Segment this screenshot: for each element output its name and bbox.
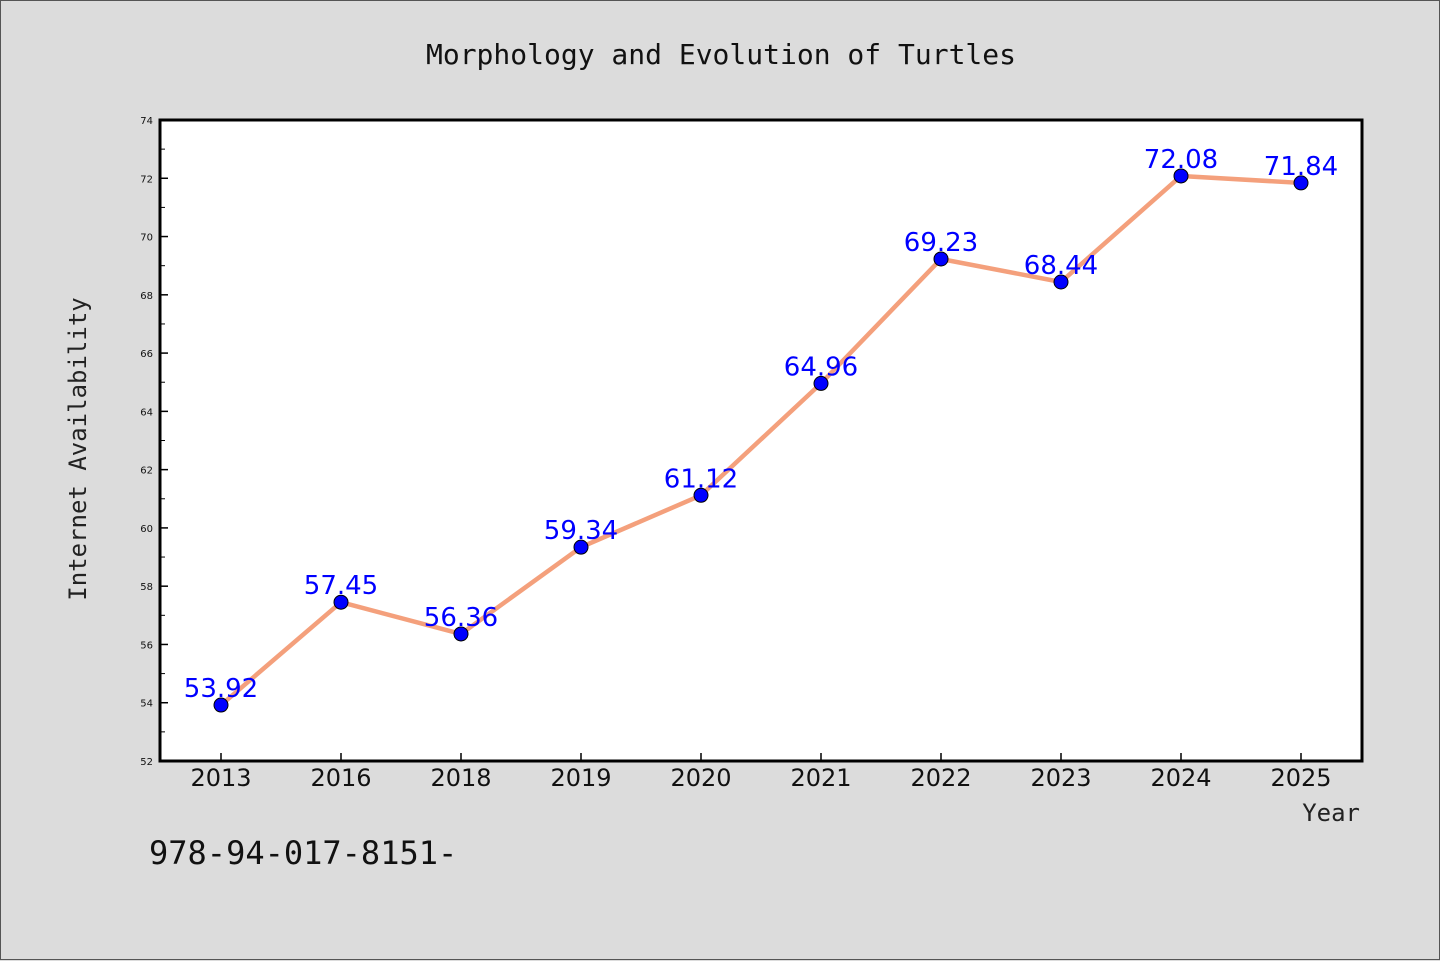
y-tick-label: 74 (140, 116, 153, 127)
y-tick-label: 62 (140, 466, 153, 477)
data-label: 57.45 (304, 571, 378, 601)
data-point (813, 375, 829, 391)
y-tick-label: 68 (140, 291, 153, 302)
data-point (213, 697, 229, 713)
data-label: 61.12 (664, 464, 738, 494)
x-tick-label: 2018 (430, 764, 491, 792)
chart-title: Morphology and Evolution of Turtles (426, 38, 1016, 71)
y-tick-label: 64 (140, 407, 153, 418)
x-tick-label: 2022 (910, 764, 971, 792)
data-point (1293, 175, 1309, 191)
y-axis: 52 54 56 58 60 62 64 66 68 70 72 74 (140, 116, 168, 768)
data-point (1173, 168, 1189, 184)
x-tick-label: 2016 (310, 764, 371, 792)
data-point (693, 487, 709, 503)
y-axis-label: Internet Availability (64, 297, 92, 600)
data-label: 72.08 (1144, 145, 1218, 175)
x-tick-label: 2020 (670, 764, 731, 792)
y-tick-label: 54 (140, 699, 153, 710)
data-point (333, 594, 349, 610)
x-axis-label: Year (1302, 799, 1360, 827)
data-label: 53.92 (184, 674, 258, 704)
series-line (218, 173, 1304, 708)
data-label: 64.96 (784, 352, 858, 382)
y-tick-label: 58 (140, 582, 153, 593)
x-tick-label: 2023 (1030, 764, 1091, 792)
x-tick-label: 2019 (550, 764, 611, 792)
y-tick-label: 72 (140, 174, 153, 185)
data-point (1053, 274, 1069, 290)
data-point (453, 626, 469, 642)
data-point (573, 539, 589, 555)
data-label: 56.36 (424, 603, 498, 633)
y-tick-label: 70 (140, 233, 153, 244)
data-label: 59.34 (544, 516, 618, 546)
y-tick-label: 52 (140, 757, 153, 768)
footnote-text: 978-94-017-8151- (149, 834, 457, 872)
x-axis: 2013 2016 2018 2019 2020 2021 2022 2023 2024 2025 (190, 753, 1332, 792)
data-label: 71.84 (1264, 152, 1338, 182)
x-tick-label: 2021 (790, 764, 851, 792)
y-tick-label: 66 (140, 349, 153, 360)
data-label: 69.23 (904, 228, 978, 258)
x-tick-label: 2025 (1270, 764, 1331, 792)
x-tick-label: 2024 (1150, 764, 1211, 792)
y-tick-label: 56 (140, 640, 153, 651)
data-label-layer: 53.92 57.45 56.36 59.34 61.12 64.96 69.23 68.44… (184, 145, 1338, 704)
x-tick-label: 2013 (190, 764, 251, 792)
data-point (933, 251, 949, 267)
data-label: 68.44 (1024, 251, 1098, 281)
y-tick-label: 60 (140, 524, 153, 535)
series-layer (213, 168, 1309, 713)
